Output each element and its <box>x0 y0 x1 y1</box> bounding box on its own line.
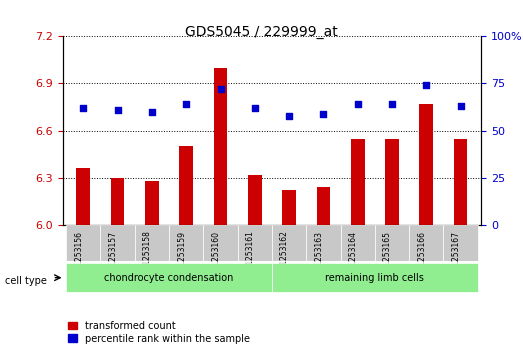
FancyBboxPatch shape <box>444 225 477 261</box>
Bar <box>214 68 228 225</box>
FancyBboxPatch shape <box>66 263 272 293</box>
FancyBboxPatch shape <box>100 225 135 261</box>
Bar <box>454 139 468 225</box>
Text: GSM1253166: GSM1253166 <box>417 231 426 281</box>
Point <box>79 105 87 111</box>
Point <box>113 107 122 113</box>
FancyBboxPatch shape <box>237 225 272 261</box>
Bar <box>145 181 159 225</box>
Text: GSM1253162: GSM1253162 <box>280 231 289 281</box>
Point <box>319 111 327 117</box>
FancyBboxPatch shape <box>135 225 169 261</box>
Point <box>422 82 430 88</box>
FancyBboxPatch shape <box>66 225 100 261</box>
Text: GSM1253161: GSM1253161 <box>246 231 255 281</box>
Point <box>354 101 362 107</box>
Point <box>388 101 396 107</box>
Point <box>457 103 465 109</box>
Bar <box>282 191 296 225</box>
Bar <box>385 139 399 225</box>
Text: GSM1253160: GSM1253160 <box>211 231 221 281</box>
FancyBboxPatch shape <box>272 263 477 293</box>
Bar <box>111 178 124 225</box>
Text: remaining limb cells: remaining limb cells <box>325 273 424 283</box>
Bar <box>316 187 330 225</box>
Bar <box>179 146 193 225</box>
FancyBboxPatch shape <box>169 225 203 261</box>
Bar <box>419 104 433 225</box>
Point <box>285 113 293 118</box>
Point <box>251 105 259 111</box>
FancyBboxPatch shape <box>409 225 444 261</box>
Legend: transformed count, percentile rank within the sample: transformed count, percentile rank withi… <box>67 321 250 344</box>
Point <box>217 86 225 92</box>
Bar <box>76 168 90 225</box>
Text: GSM1253159: GSM1253159 <box>177 231 186 281</box>
Text: cell type: cell type <box>5 276 47 286</box>
FancyBboxPatch shape <box>340 225 375 261</box>
Text: GSM1253165: GSM1253165 <box>383 231 392 281</box>
Text: GSM1253157: GSM1253157 <box>109 231 118 281</box>
Text: chondrocyte condensation: chondrocyte condensation <box>105 273 234 283</box>
FancyBboxPatch shape <box>272 225 306 261</box>
Text: GSM1253163: GSM1253163 <box>314 231 323 281</box>
FancyBboxPatch shape <box>203 225 237 261</box>
FancyBboxPatch shape <box>306 225 340 261</box>
Text: GSM1253167: GSM1253167 <box>451 231 461 281</box>
Bar <box>351 139 365 225</box>
Text: GSM1253164: GSM1253164 <box>349 231 358 281</box>
Point <box>182 101 190 107</box>
Bar <box>248 175 262 225</box>
Point <box>147 109 156 115</box>
Text: GSM1253156: GSM1253156 <box>74 231 83 281</box>
Text: GSM1253158: GSM1253158 <box>143 231 152 281</box>
Text: GDS5045 / 229999_at: GDS5045 / 229999_at <box>185 25 338 40</box>
FancyBboxPatch shape <box>375 225 409 261</box>
